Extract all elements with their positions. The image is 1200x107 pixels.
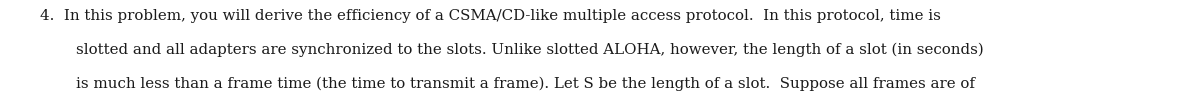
Text: 4.  In this problem, you will derive the efficiency of a CSMA/CD-like multiple a: 4. In this problem, you will derive the … <box>40 9 941 23</box>
Text: slotted and all adapters are synchronized to the slots. Unlike slotted ALOHA, ho: slotted and all adapters are synchronize… <box>76 43 983 57</box>
Text: is much less than a frame time (the time to transmit a frame). Let S be the leng: is much less than a frame time (the time… <box>76 77 974 91</box>
